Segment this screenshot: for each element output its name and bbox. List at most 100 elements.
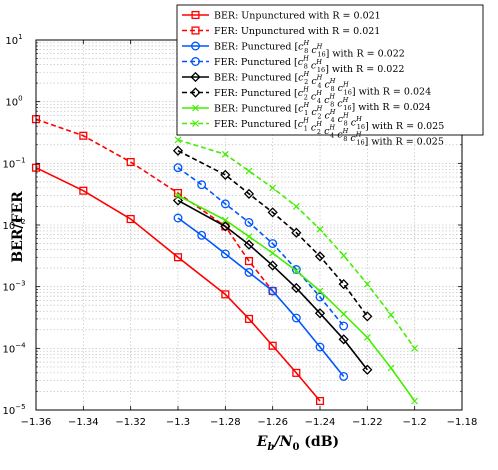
series-2 [31, 115, 277, 296]
series-7-point [363, 334, 371, 341]
series-4-point [197, 180, 207, 190]
x-tick-label: −1.32 [115, 417, 146, 428]
x-tick-label: −1.24 [305, 417, 336, 428]
series-4-line [177, 167, 345, 327]
series-1-line [35, 166, 321, 402]
legend-entry: FER: Punctured [cH 1 cH 2 cH 4 cH 8 cH 16] wi… [182, 117, 444, 148]
legend-marker [191, 10, 200, 20]
legend-marker [192, 104, 199, 112]
series-2-point [126, 157, 135, 167]
legend-entry: FER: Punctured [cH 8 cH 16] with R = 0.022 [182, 55, 404, 75]
legend-marker [191, 41, 200, 51]
legend-marker [191, 26, 200, 35]
legend-label: FER: Unpunctured with R = 0.021 [214, 26, 380, 37]
series-5-line [177, 199, 368, 371]
series-5-point [243, 239, 255, 250]
series-7-point [245, 233, 253, 240]
series-5-point [172, 195, 184, 206]
x-tick-label: −1.18 [447, 417, 478, 428]
legend-label: BER: Punctured [cH 1 cH 2 cH 4 cH 8 cH 16] wi… [214, 101, 444, 132]
series-7-line [177, 194, 416, 402]
series-8-point [340, 252, 348, 259]
series-8-point [316, 225, 324, 233]
series-7-point [340, 310, 348, 318]
series-7-point [316, 287, 324, 295]
series-6-point [172, 145, 184, 156]
series-8-point [221, 150, 229, 158]
legend-marker [191, 57, 200, 66]
series-6-point [243, 188, 255, 199]
x-axis-label-slash-N: /N [273, 434, 294, 450]
y-tick-label: 10−3 [2, 280, 25, 294]
legend-label: BER: Unpunctured with R = 0.021 [214, 11, 381, 22]
series-1-point [268, 341, 277, 350]
series-2-point [244, 257, 254, 266]
series-6-point [291, 227, 302, 238]
series-8-line [177, 139, 416, 349]
series-6-point [338, 278, 349, 290]
x-tick-labels: −1.36 −1.34 −1.32 −1.3 −1.28 −1.26 −1.24 −1.22 −… [21, 417, 478, 428]
x-axis-label: Eb/N0 (dB) [256, 434, 339, 453]
x-tick-label: −1.36 [21, 417, 52, 428]
series-8-point [363, 280, 371, 288]
series-1-point [173, 253, 183, 262]
series-8-point [269, 184, 277, 192]
legend-entry: BER: Punctured [cH 8 cH 16] with R = 0.022 [182, 39, 405, 60]
series-2-point [79, 131, 88, 140]
series-1-point [221, 290, 230, 299]
x-tick-label: −1.22 [352, 417, 383, 428]
series-5 [172, 195, 373, 375]
x-tick-label: −1.26 [257, 417, 288, 428]
x-axis-label-unit: (dB) [299, 434, 339, 450]
series-4-point [220, 199, 230, 209]
series-7-point [411, 397, 419, 405]
series-3-line [177, 217, 345, 377]
series-1 [31, 163, 325, 406]
legend: BER: Unpunctured with R = 0.021 FER: Unpu… [176, 4, 484, 148]
series-8-point [387, 311, 395, 319]
y-tick-label: 100 [5, 95, 22, 109]
series-7-point [221, 216, 229, 224]
series-2-line [35, 118, 274, 292]
legend-box [176, 4, 484, 136]
series-6-point [314, 251, 326, 262]
legend-label: FER: Punctured [cH 1 cH 2 cH 4 cH 8 cH 16] wi… [214, 117, 444, 148]
series-6-point [220, 169, 231, 180]
series-5-point [362, 364, 373, 375]
y-tick-label: 10−4 [2, 341, 26, 355]
series-3-point [339, 371, 349, 381]
y-axis-label: BER/FER [10, 191, 26, 263]
series-5-point [267, 260, 278, 271]
x-axis-label-sub-0: 0 [292, 442, 299, 453]
series-8-point [411, 344, 419, 352]
legend-entry: BER: Punctured [cH 2 cH 4 cH 8 cH 16] with R… [182, 70, 431, 98]
series-1-point [292, 368, 301, 377]
series-5-point [314, 308, 326, 319]
series-3 [173, 213, 349, 381]
series-3-point [291, 313, 301, 323]
x-axis-label-sub-b: b [268, 442, 275, 453]
x-tick-label: −1.28 [210, 417, 241, 428]
series-4-point [339, 321, 349, 331]
series-5-point [338, 334, 349, 345]
x-tick-label: −1.2 [403, 417, 427, 428]
y-tick-labels: 101 100 10−1 10−2 10−3 10−4 10−5 [2, 33, 26, 417]
legend-entry: BER: Unpunctured with R = 0.021 [182, 11, 381, 22]
series-7-point [174, 192, 182, 200]
series-4-point [244, 217, 254, 227]
x-tick-label: −1.3 [166, 417, 190, 428]
y-tick-label: 101 [5, 33, 22, 47]
legend-marker [190, 71, 201, 83]
series-3-point [268, 286, 278, 296]
series-7-point [269, 249, 277, 257]
series-4 [173, 163, 349, 331]
series-6 [172, 145, 373, 322]
legend-label: BER: Punctured [cH 8 cH 16] with R = 0.022 [214, 39, 405, 60]
series-3-point [173, 213, 183, 223]
legend-entry: FER: Unpunctured with R = 0.021 [182, 26, 380, 37]
series-8 [174, 136, 419, 352]
series-4-point [173, 163, 183, 173]
series-8-point [292, 203, 300, 210]
legend-marker [192, 120, 199, 127]
